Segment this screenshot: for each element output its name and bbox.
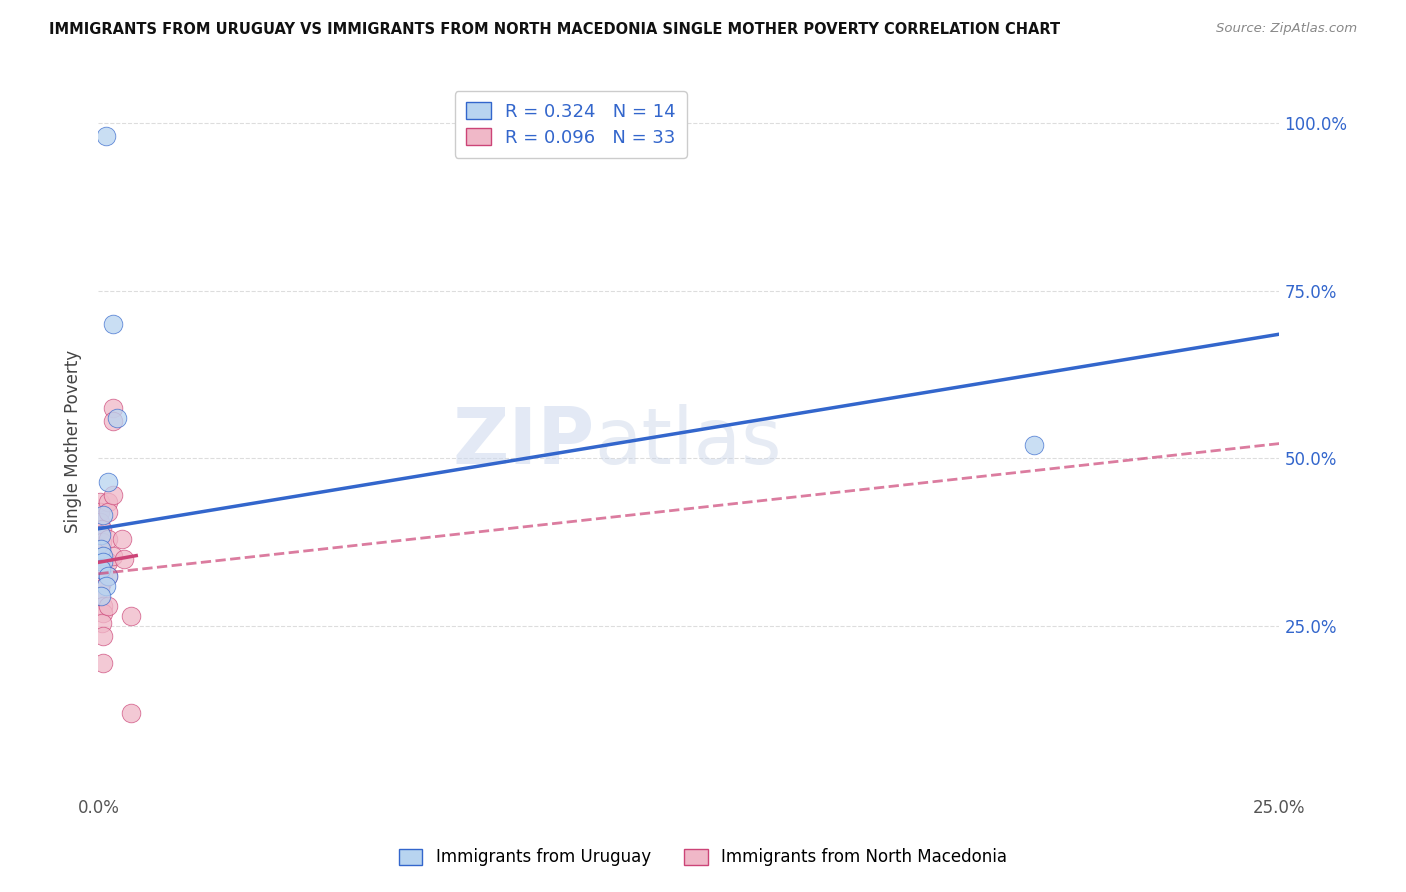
Legend: R = 0.324   N = 14, R = 0.096   N = 33: R = 0.324 N = 14, R = 0.096 N = 33 xyxy=(454,91,688,158)
Point xyxy=(90,541,112,556)
Point xyxy=(97,568,120,582)
Point xyxy=(91,555,114,569)
Point xyxy=(89,541,111,556)
Point xyxy=(97,532,120,546)
Point xyxy=(101,488,124,502)
Point xyxy=(91,549,114,563)
Legend: Immigrants from Uruguay, Immigrants from North Macedonia: Immigrants from Uruguay, Immigrants from… xyxy=(392,842,1014,873)
Point xyxy=(89,582,111,597)
Point xyxy=(91,606,114,620)
Point xyxy=(94,129,117,144)
Point xyxy=(97,505,120,519)
Text: IMMIGRANTS FROM URUGUAY VS IMMIGRANTS FROM NORTH MACEDONIA SINGLE MOTHER POVERTY: IMMIGRANTS FROM URUGUAY VS IMMIGRANTS FR… xyxy=(49,22,1060,37)
Point xyxy=(91,615,114,630)
Point xyxy=(97,568,120,582)
Point xyxy=(101,414,124,428)
Y-axis label: Single Mother Poverty: Single Mother Poverty xyxy=(65,350,83,533)
Point xyxy=(89,515,111,529)
Point xyxy=(89,505,111,519)
Point xyxy=(121,706,143,721)
Point xyxy=(89,589,111,603)
Point xyxy=(91,522,114,536)
Point xyxy=(90,528,112,542)
Point xyxy=(91,599,114,613)
Point xyxy=(91,508,114,523)
Text: Source: ZipAtlas.com: Source: ZipAtlas.com xyxy=(1216,22,1357,36)
Point xyxy=(97,475,120,489)
Point xyxy=(97,599,120,613)
Point xyxy=(105,411,128,425)
Text: atlas: atlas xyxy=(595,403,782,480)
Point xyxy=(121,609,143,624)
Point xyxy=(91,535,114,549)
Point xyxy=(90,555,112,569)
Point xyxy=(91,568,114,582)
Text: ZIP: ZIP xyxy=(453,403,595,480)
Point xyxy=(101,549,124,563)
Point xyxy=(91,629,114,643)
Point xyxy=(91,549,114,563)
Point xyxy=(111,532,134,546)
Point xyxy=(97,555,120,569)
Point xyxy=(91,656,114,670)
Point xyxy=(89,495,111,509)
Point xyxy=(101,317,124,331)
Point xyxy=(97,495,120,509)
Point xyxy=(91,575,114,590)
Point xyxy=(112,552,135,566)
Point xyxy=(94,579,117,593)
Point xyxy=(90,562,112,576)
Point xyxy=(101,401,124,415)
Point xyxy=(90,589,112,603)
Point xyxy=(90,528,112,542)
Point xyxy=(1022,438,1045,452)
Point xyxy=(90,562,112,576)
